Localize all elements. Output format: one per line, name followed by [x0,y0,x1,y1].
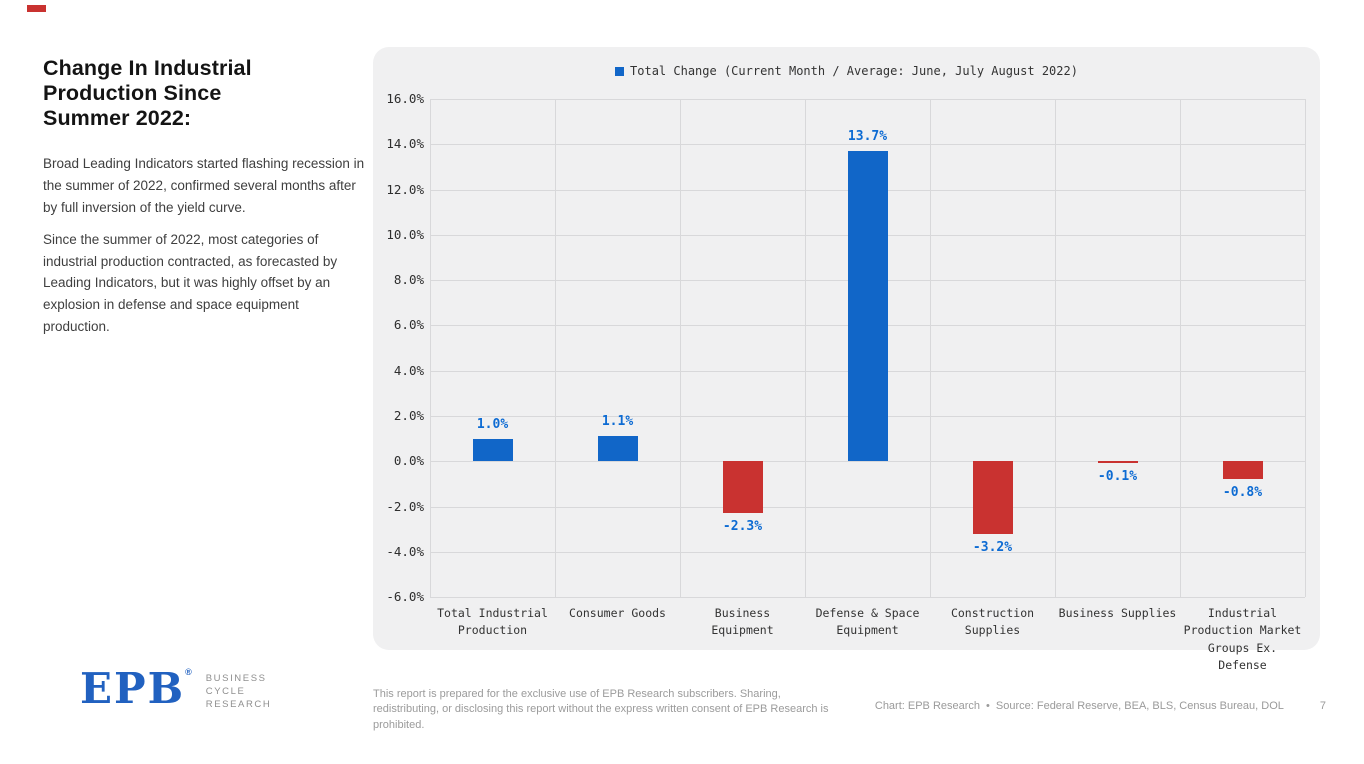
commentary-paragraph-1: Broad Leading Indicators started flashin… [43,156,365,215]
y-axis-tick-label: 2.0% [393,407,424,423]
chart-credits: Chart: EPB Research • Source: Federal Re… [875,700,1284,712]
y-axis-tick-label: 16.0% [386,91,424,106]
gridline-horizontal [430,597,1305,598]
gridline-vertical [1055,99,1056,597]
org-line: BUSINESS [205,673,267,684]
gridline-vertical [680,99,681,597]
chart-legend: Total Change (Current Month / Average: J… [373,64,1320,78]
credits-text: Chart: EPB Research [874,700,981,712]
y-axis-tick-label: 0.0% [393,453,424,469]
epb-logo: EPB® BUSINESS CYCLE RESEARCH [80,668,271,711]
y-axis-tick-label: 8.0% [393,272,424,288]
gridline-horizontal [430,551,1305,553]
gridline-vertical [1180,99,1181,597]
bar-value-label: 1.1% [601,414,634,430]
bar-negative [1222,461,1263,480]
registered-mark-icon: ® [185,667,194,677]
bar-negative [722,461,763,514]
credits-bullet: • [986,700,990,712]
bar-negative [1097,461,1138,464]
category-label: Construction Supplies [950,606,1035,638]
chart-category-axis: Total Industrial Production Consumer Good… [430,605,1305,674]
bar-value-label: -2.3% [722,519,763,535]
disclaimer-text: This report is prepared for the exclusiv… [373,688,829,731]
bar-value-label: 13.7% [847,129,888,145]
category-label: Consumer Goods [569,606,666,620]
bar-negative [972,461,1013,534]
bar-positive [597,436,638,462]
gridline-vertical [930,99,931,597]
category-label: Total Industrial Production [437,606,548,638]
gridline-vertical [430,99,431,597]
gridline-vertical [555,99,556,597]
gridline-horizontal [430,99,1305,100]
bar-chart-panel: Total Change (Current Month / Average: J… [373,47,1320,672]
org-line: CYCLE [205,685,246,697]
bar-positive [472,438,513,462]
page-number: 7 [1319,700,1326,712]
y-axis-tick-label: 12.0% [386,181,424,197]
gridline-horizontal [430,461,1305,463]
category-label: Business Supplies [1058,606,1177,620]
y-axis-tick-label: 4.0% [393,362,424,378]
category-label: Industrial Production Market Groups Ex. … [1183,606,1302,672]
category-label: Business Equipment [711,606,774,638]
bar-value-label: 1.0% [476,416,509,432]
source-text: Source: Federal Reserve, BEA, BLS, Censu… [995,700,1284,712]
y-axis-tick-label: 6.0% [393,317,424,333]
y-axis-tick-label: -2.0% [386,498,424,514]
chart-plot-area: 16.0% 14.0% 12.0% 10.0% 8.0% 6.0% 4.0% 2.0% 0.0%… [386,91,1306,604]
legend-label: Total Change (Current Month / Average: J… [630,64,1078,78]
y-axis-tick-label: 10.0% [386,226,424,242]
commentary-paragraph-2: Since the summer of 2022, most categorie… [43,232,338,334]
org-line: RESEARCH [205,698,272,710]
gridline-horizontal [430,506,1305,508]
bar-value-label: -0.8% [1222,485,1263,501]
category-label: Defense & Space Equipment [815,606,920,638]
gridline-vertical [1305,99,1306,597]
y-axis-tick-label: -6.0% [386,589,424,604]
gridline-horizontal [430,144,1305,146]
epb-logo-mark: EPB® [80,664,194,713]
y-axis-tick-label: 14.0% [386,136,424,152]
page-title: Change In Industrial Production Since Su… [43,56,252,131]
gridline-vertical [805,99,806,597]
bar-positive [847,151,888,462]
legend-swatch-icon [615,66,625,76]
y-axis-tick-label: -4.0% [386,543,424,559]
epb-logo-org-text: BUSINESS CYCLE RESEARCH [206,673,272,711]
footer-right: Chart: EPB Research • Source: Federal Re… [875,700,1326,712]
bar-value-label: -3.2% [972,539,1013,555]
bar-value-label: -0.1% [1097,469,1138,485]
commentary-panel: Change In Industrial Production Since Su… [43,56,365,348]
accent-dash [27,5,46,12]
